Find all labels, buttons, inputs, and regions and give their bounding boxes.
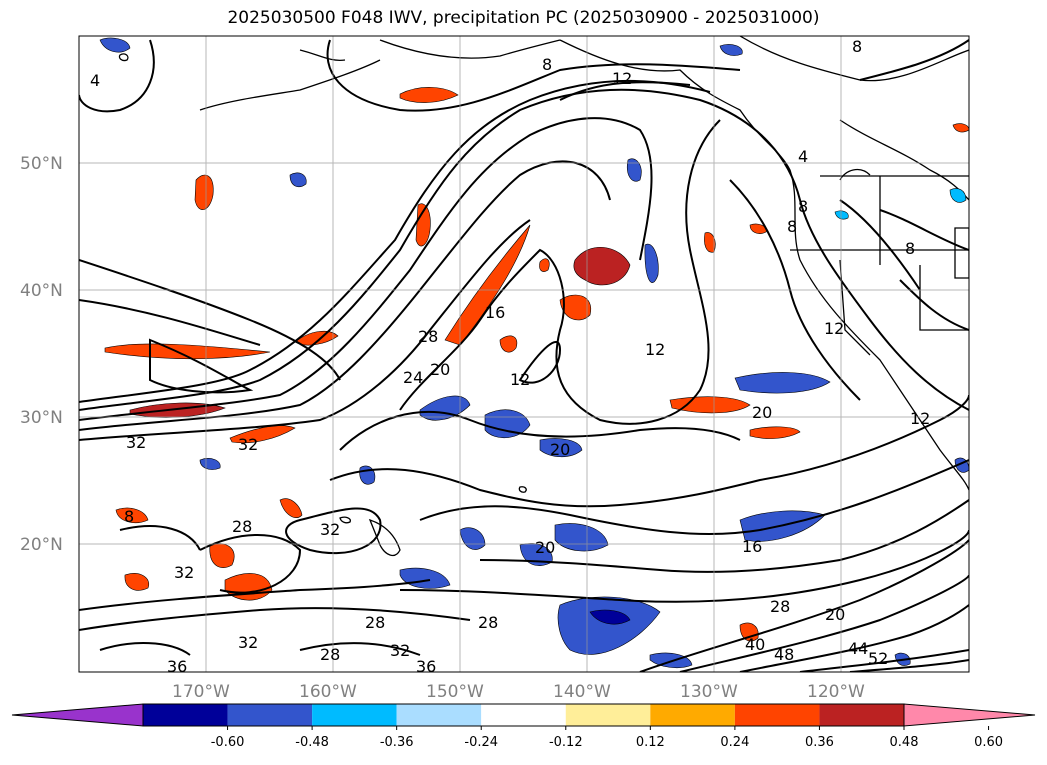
contour-label: 28 — [232, 517, 252, 536]
contour-label: 12 — [645, 340, 665, 359]
colorbar-tick-label: -0.48 — [295, 735, 329, 750]
latitude-labels: 50°N 40°N 30°N 20°N — [20, 154, 63, 555]
colorbar-bin — [481, 704, 566, 726]
colorbar-bin — [396, 704, 482, 726]
contour-label: 20 — [550, 440, 570, 459]
lat-label: 30°N — [20, 408, 63, 428]
contour-label: 12 — [510, 370, 530, 389]
contour-label: 12 — [612, 69, 632, 88]
colorbar-frame — [142, 703, 905, 727]
contour-label: 8 — [852, 37, 862, 56]
colorbar-tick-label: -0.60 — [211, 735, 245, 750]
lon-label: 170°W — [172, 682, 230, 702]
contour-label: 28 — [418, 327, 438, 346]
colorbar-bin — [819, 704, 904, 726]
contour-label: 20 — [825, 605, 845, 624]
colorbar-bin — [227, 704, 313, 726]
contour-label: 32 — [390, 641, 410, 660]
contour-label: 48 — [774, 645, 794, 664]
colorbar-tick-label: 0.60 — [974, 735, 1003, 750]
colorbar-extend-high — [903, 703, 1036, 727]
contour-label: 32 — [238, 435, 258, 454]
contour-label: 20 — [535, 538, 555, 557]
contour-label: 16 — [485, 303, 505, 322]
contour-label: 12 — [824, 319, 844, 338]
coastlines — [118, 36, 969, 557]
contour-label: 28 — [320, 645, 340, 664]
lon-label: 150°W — [426, 682, 484, 702]
longitude-labels: 170°W 160°W 150°W 140°W 130°W 120°W — [172, 682, 865, 702]
colorbar-bin — [734, 704, 820, 726]
contour-label: 4 — [90, 71, 100, 90]
contour-label: 8 — [787, 217, 797, 236]
lat-label: 40°N — [20, 281, 63, 301]
contour-label: 36 — [167, 657, 187, 676]
contour-label: 32 — [320, 520, 340, 539]
map-plot-area — [79, 36, 969, 672]
contour-label: 8 — [124, 507, 134, 526]
colorbar-bin — [143, 704, 228, 726]
contour-label: 24 — [403, 368, 423, 387]
contour-label: 32 — [238, 633, 258, 652]
colorbar-bin — [650, 704, 735, 726]
contour-label: 16 — [742, 537, 762, 556]
contour-label: 36 — [416, 657, 436, 676]
contour-label: 8 — [542, 55, 552, 74]
contour-label: 8 — [798, 197, 808, 216]
contour-label: 32 — [126, 433, 146, 452]
lon-label: 140°W — [553, 682, 611, 702]
colorbar-tick-label: -0.36 — [380, 735, 414, 750]
colorbar-extend-low — [11, 703, 144, 727]
graticule — [79, 36, 969, 672]
colorbar-tick-label: 0.48 — [890, 735, 919, 750]
colorbar-tick-label: 0.24 — [720, 735, 749, 750]
colorbar-bin — [565, 704, 651, 726]
colorbar-bin — [312, 704, 397, 726]
colorbar-tick-label: 0.12 — [636, 735, 665, 750]
contour-label: 20 — [430, 360, 450, 379]
contour-label: 12 — [910, 409, 930, 428]
contour-label: 28 — [478, 613, 498, 632]
contour-label: 4 — [798, 147, 808, 166]
contour-label: 28 — [365, 613, 385, 632]
contour-label: 52 — [868, 649, 888, 668]
contour-label: 28 — [770, 597, 790, 616]
colorbar: -0.60 -0.48 -0.36 -0.24 -0.12 0.12 0.24 0.36 0.4… — [11, 703, 1036, 750]
colorbar-tick-label: -0.12 — [549, 735, 583, 750]
contour-label: 32 — [174, 563, 194, 582]
contour-labels-group: 4 8 12 8 16 28 20 24 12 12 20 20 32 32 2… — [90, 37, 930, 676]
iwv-contours — [79, 39, 969, 672]
map-frame — [78, 35, 970, 673]
contour-label: 8 — [905, 239, 915, 258]
lon-label: 160°W — [299, 682, 357, 702]
map-title: 2025030500 F048 IWV, precipitation PC (2… — [227, 8, 820, 28]
lat-label: 20°N — [20, 535, 63, 555]
contour-label: 40 — [745, 635, 765, 654]
lat-label: 50°N — [20, 154, 63, 174]
colorbar-tick-label: 0.36 — [805, 735, 834, 750]
lon-label: 130°W — [680, 682, 738, 702]
contour-label: 20 — [752, 403, 772, 422]
lon-label: 120°W — [807, 682, 865, 702]
contour-label: 44 — [848, 639, 868, 658]
colorbar-tick-label: -0.24 — [464, 735, 498, 750]
